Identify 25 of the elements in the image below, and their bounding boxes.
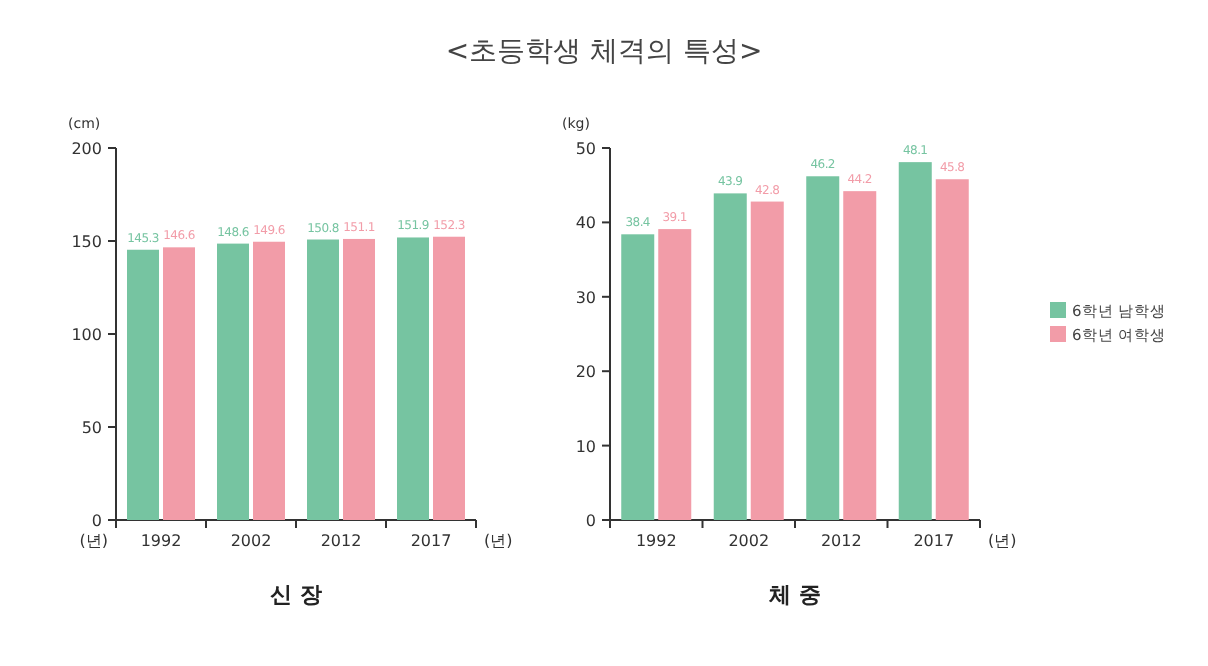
y-tick-label: 150 <box>71 233 102 251</box>
x-tick-label: 2017 <box>913 532 955 550</box>
y-tick-label: 40 <box>575 214 596 233</box>
y-tick-label: 20 <box>575 363 596 382</box>
text: <초등학생 체격의 특성> <box>445 36 763 68</box>
text: 체 중 <box>767 582 821 608</box>
y-tick-label: 100 <box>71 326 102 344</box>
x-tick-label: 2012 <box>320 532 362 550</box>
x-tick-label: 2017 <box>410 532 452 550</box>
y-tick-label: 50 <box>575 140 596 158</box>
y-tick-label: 200 <box>71 140 102 158</box>
y-tick-label: 50 <box>81 419 102 437</box>
y-tick-label: 0 <box>585 512 596 530</box>
x-tick-label: 2002 <box>230 532 272 550</box>
x-axis-title: (년) <box>484 532 513 550</box>
x-tick-label: 2012 <box>820 532 862 550</box>
y-tick-label: 10 <box>575 437 596 456</box>
y-tick-label: 30 <box>575 288 596 307</box>
x-tick-label: 2002 <box>728 532 770 550</box>
x-tick-label: 1992 <box>635 532 677 550</box>
x-tick-label: 1992 <box>140 532 182 550</box>
y-tick-label: 0 <box>91 512 102 530</box>
text: 신 장 <box>270 582 322 608</box>
text: (년) <box>79 532 108 550</box>
x-axis-title: (년) <box>988 532 1017 550</box>
